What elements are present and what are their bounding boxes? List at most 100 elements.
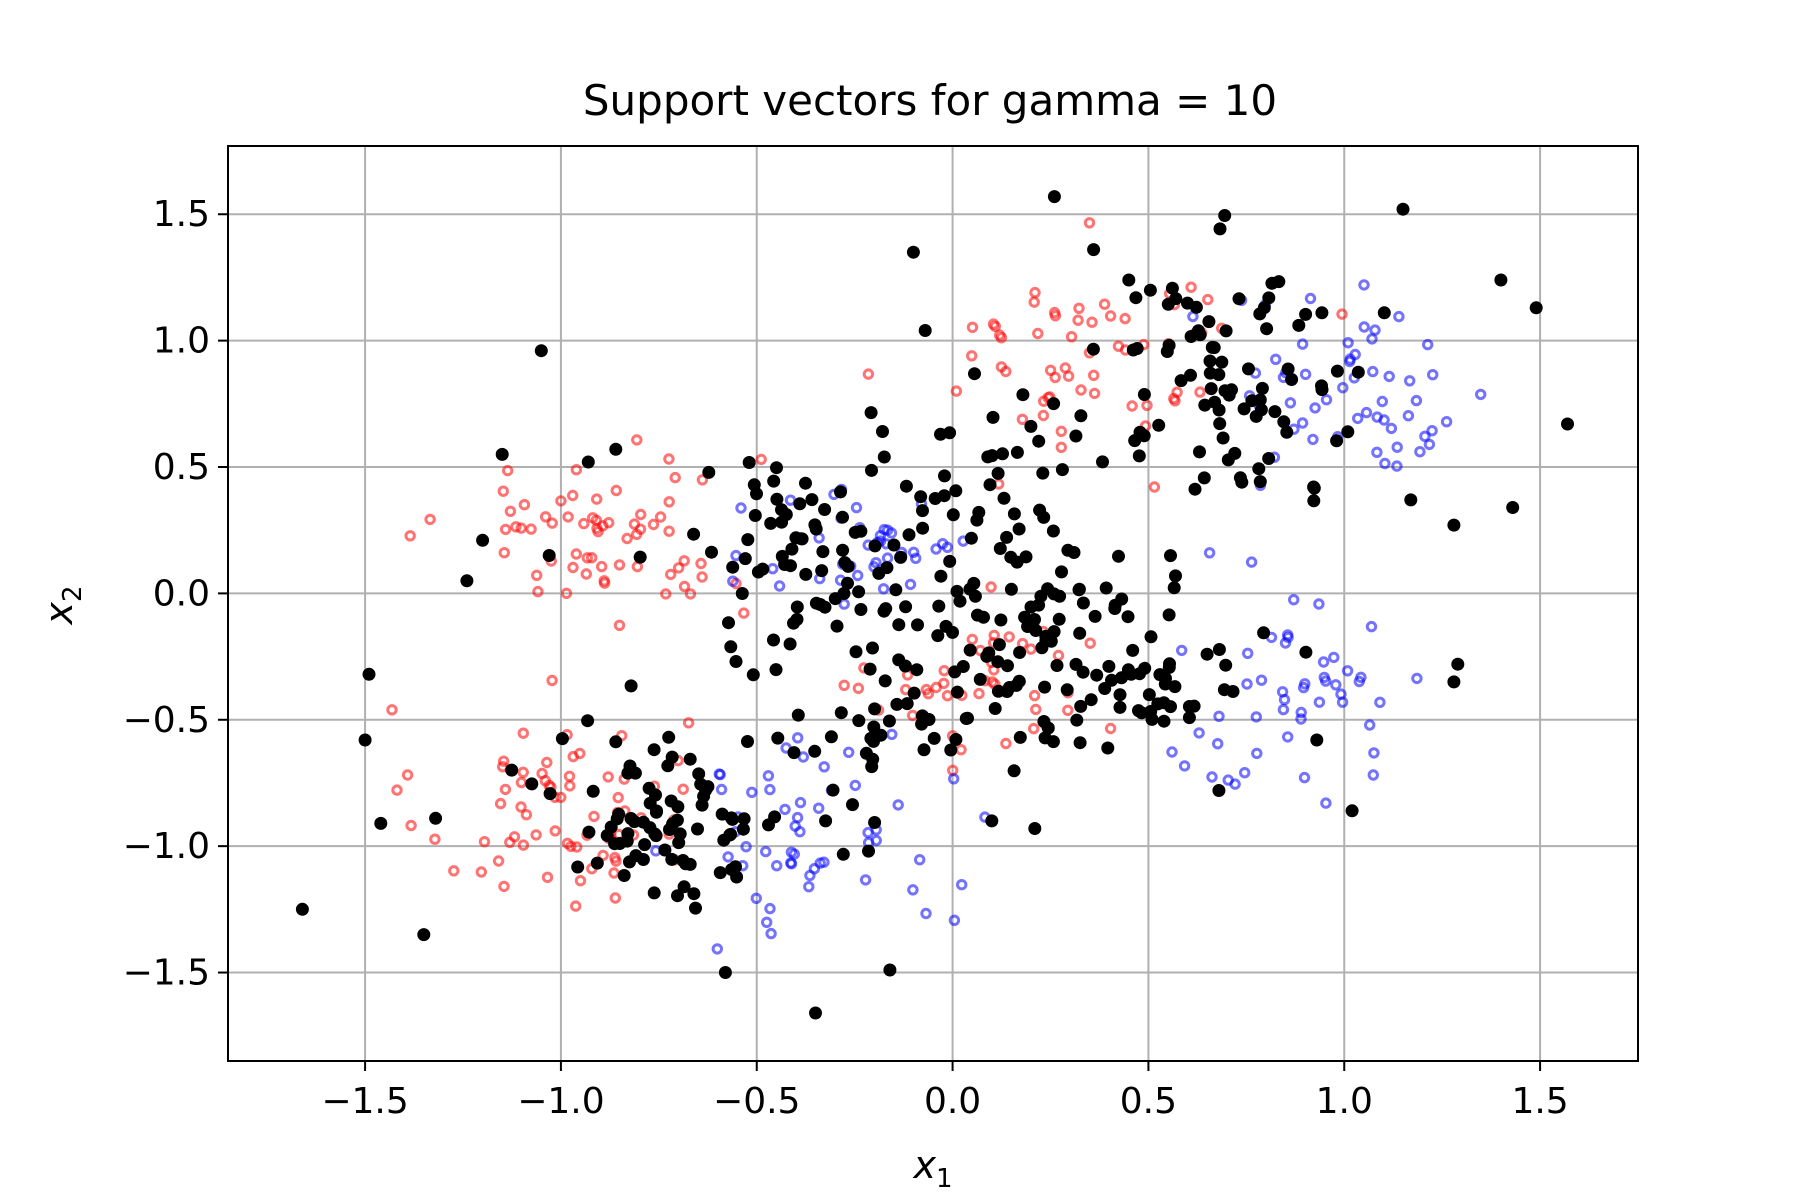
support-vector-point [818, 503, 832, 516]
blue-point [1366, 333, 1378, 345]
blue-point [1304, 292, 1317, 305]
support-vector-point [1315, 306, 1329, 320]
support-vector-point [1037, 510, 1051, 524]
support-vector-point [808, 744, 822, 758]
support-vector-point [848, 525, 862, 539]
support-vector-point [633, 550, 647, 564]
support-vector-point [994, 613, 1008, 627]
support-vector-point [1088, 609, 1102, 623]
support-vector-point [1012, 674, 1026, 688]
support-vector-point [865, 463, 878, 477]
support-vector-point [741, 533, 755, 547]
support-vector-point [1221, 453, 1235, 467]
red-point [1141, 399, 1153, 412]
red-point [563, 770, 576, 782]
support-vector-point [889, 583, 903, 597]
red-point [663, 453, 675, 465]
blue-point [1317, 656, 1330, 668]
support-vector-point [917, 743, 931, 757]
support-vector-point [1037, 715, 1051, 728]
red-point [673, 562, 685, 574]
blue-point [760, 845, 772, 858]
support-vector-point [525, 777, 539, 791]
red-point [1025, 643, 1037, 655]
support-vector-point [1076, 596, 1090, 610]
support-vector-point [830, 619, 844, 633]
support-vector-point [790, 600, 804, 614]
support-vector-point [665, 852, 679, 866]
support-vector-point [907, 686, 921, 700]
support-vector-point [1046, 524, 1060, 538]
support-vector-point [623, 855, 636, 869]
red-point [598, 577, 611, 589]
red-point [631, 560, 644, 573]
blue-point [1320, 675, 1332, 687]
support-vector-point [724, 640, 738, 654]
blue-point [1367, 365, 1379, 378]
support-vector-point [1203, 354, 1217, 368]
red-point [930, 681, 942, 694]
blue-point [789, 820, 801, 832]
blue-point [948, 773, 960, 785]
blue-point [1279, 637, 1292, 649]
support-vector-point [726, 560, 740, 574]
blue-point [1270, 353, 1282, 365]
blue-point [1344, 353, 1356, 365]
support-vector-point [1213, 222, 1227, 236]
red-point [612, 791, 624, 804]
support-vector-point [705, 545, 718, 559]
red-point [1098, 298, 1111, 310]
red-point [567, 561, 579, 574]
support-vector-point [1213, 417, 1227, 431]
red-point [1104, 722, 1117, 735]
red-point [1202, 293, 1214, 306]
red-point [669, 471, 681, 484]
blue-point [910, 552, 922, 564]
support-vector-point [837, 587, 851, 600]
support-vector-point [983, 478, 997, 492]
red-point [561, 837, 574, 849]
support-vector-point [985, 814, 999, 828]
blue-point [1213, 710, 1225, 722]
support-vector-point [1099, 581, 1113, 595]
blue-point [785, 857, 797, 869]
red-point [578, 517, 590, 530]
support-vector-point [608, 837, 622, 851]
blue-point [1404, 375, 1416, 387]
support-vector-point [1208, 395, 1222, 409]
blue-point [711, 943, 723, 955]
red-point [532, 585, 544, 598]
red-point [404, 530, 416, 542]
red-point [546, 517, 558, 529]
red-point [478, 836, 491, 848]
support-vector-point [864, 406, 878, 420]
support-vector-point [771, 731, 785, 745]
red-point [1049, 371, 1061, 384]
support-vector-point [1113, 688, 1127, 702]
y-axis: −1.5 −1.0 −0.5 0.0 0.5 1.0 1.5 [123, 194, 228, 994]
red-point [1088, 369, 1100, 381]
support-vector-point [1073, 626, 1087, 640]
support-vector-point [849, 645, 863, 659]
red-point [560, 587, 573, 599]
red-point [596, 560, 608, 573]
support-vector-point [868, 816, 882, 829]
support-vector-point [1268, 405, 1282, 419]
support-vector-point [864, 731, 878, 745]
support-vector-point [1073, 736, 1087, 750]
blue-point [1313, 598, 1325, 610]
support-vector-point [1237, 402, 1251, 416]
support-vector-point [1561, 417, 1574, 431]
blue-point [794, 796, 807, 809]
y-tick-label: −0.5 [123, 700, 210, 741]
red-point [973, 687, 985, 700]
blue-point [746, 786, 758, 798]
support-vector-point [1217, 683, 1231, 697]
red-point [1037, 409, 1050, 422]
support-vector-point [736, 822, 750, 836]
red-point [1000, 737, 1012, 750]
support-vector-point [1232, 292, 1246, 306]
support-vector-point [948, 665, 962, 679]
support-vector-point [1169, 292, 1183, 306]
red-point [515, 801, 527, 813]
